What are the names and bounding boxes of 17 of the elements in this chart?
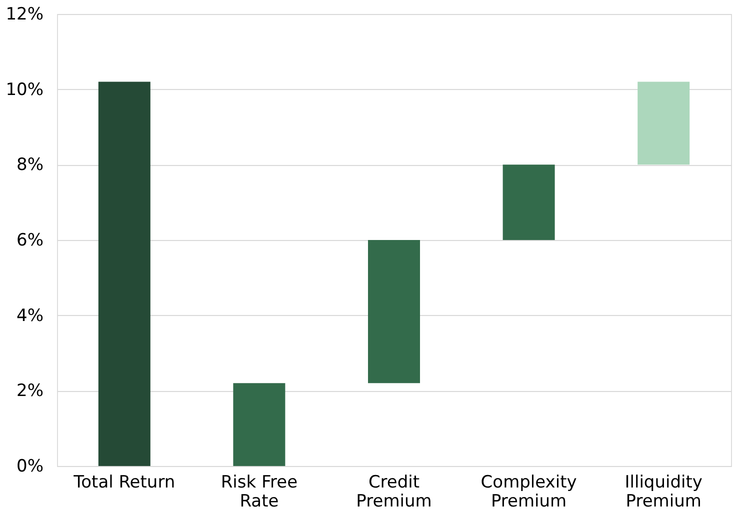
y-tick-label: 10% [6, 80, 44, 100]
bar [368, 240, 420, 384]
bar [638, 82, 690, 165]
x-tick-label: Total Return [72, 472, 176, 492]
x-tick-label: Illiquidity Premium [624, 472, 702, 512]
bar [98, 82, 150, 466]
y-tick-label: 8% [16, 155, 44, 176]
y-tick-label: 12% [6, 4, 44, 24]
x-tick-label: Risk Free Rate [220, 472, 298, 512]
bar [502, 164, 555, 240]
y-tick-label: 6% [16, 230, 44, 250]
y-tick-label: 2% [16, 381, 44, 402]
y-tick-label: 4% [16, 306, 44, 326]
y-tick-label: 0% [16, 456, 44, 476]
x-tick-label: Complexity Premium [480, 472, 577, 512]
x-tick-label: Credit Premium [356, 472, 432, 512]
bar [233, 383, 286, 466]
